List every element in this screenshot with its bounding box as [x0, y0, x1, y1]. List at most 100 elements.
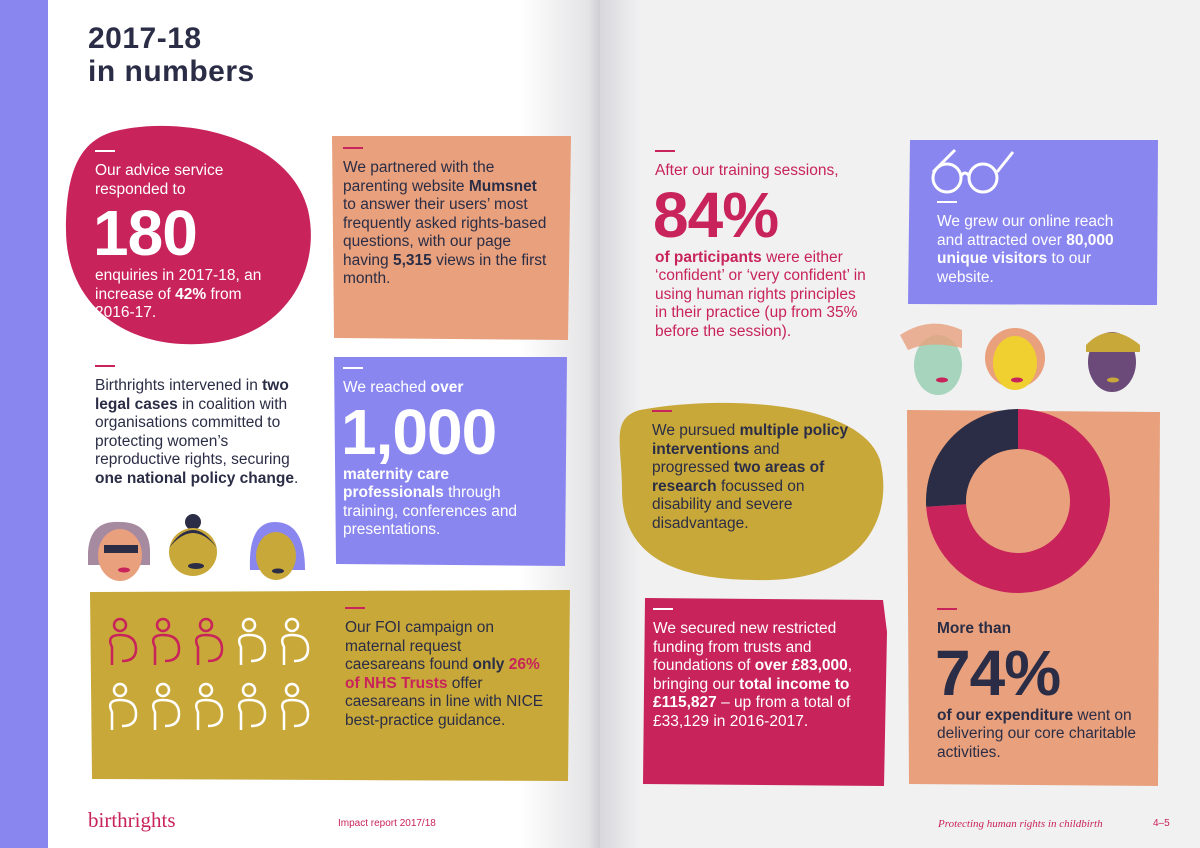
figure-head: [284, 617, 300, 633]
text-run: in coalition with organisations committe…: [95, 395, 290, 469]
figure-icon: [195, 682, 224, 730]
text-run: After our training sessions,: [655, 162, 839, 179]
text-run: focussed on disability and severe disadv…: [652, 477, 805, 532]
text-run: were either ‘confident’ or ‘very confide…: [655, 248, 866, 340]
text-run: Our FOI campaign on maternal request cae…: [345, 619, 495, 673]
dash: [655, 150, 675, 152]
reach-text: We reached over 1,000 maternity care profe…: [341, 367, 533, 540]
faces-right: [900, 323, 1140, 395]
body: of participants were either ‘confident’ …: [655, 249, 870, 342]
footer-pages: 4–5: [1153, 818, 1170, 829]
foi-figures: [109, 617, 310, 730]
figure-head: [284, 682, 300, 698]
intro: After our training sessions,: [655, 162, 870, 181]
figure-head: [198, 617, 214, 633]
expenditure-donut: [926, 409, 1110, 594]
figure-icon: [109, 682, 138, 730]
text-run: We partnered with the parenting website: [343, 159, 495, 195]
figure-icon: [109, 617, 138, 665]
text-run: and progressed: [652, 440, 780, 477]
body: We grew our online reach and attracted o…: [937, 213, 1137, 287]
figure-body: [195, 698, 224, 730]
text-run: .: [293, 469, 299, 487]
figure-head: [112, 682, 128, 698]
dash: [343, 147, 363, 149]
figure-head: [155, 617, 171, 633]
text-run: Birthrights intervened in: [95, 377, 263, 394]
dash: [343, 367, 363, 369]
figure-icon: [238, 617, 267, 665]
legal-text: Birthrights intervened in two legal case…: [95, 365, 317, 488]
text-run: of participants: [655, 248, 762, 266]
text-run: We pursued: [652, 422, 740, 439]
logo: birthrights: [88, 808, 176, 832]
text-run: More than: [937, 620, 1012, 637]
text-run: two legal cases: [95, 377, 289, 413]
figure-icon: [281, 617, 310, 665]
expenditure-text: More than 74% of our expenditure went on d…: [935, 608, 1147, 762]
text-run: We grew our online reach and attracted o…: [937, 213, 1114, 249]
foi-panel: [90, 590, 570, 781]
figure-icon: [152, 682, 181, 730]
figure-body: [281, 633, 310, 665]
funding-panel: [643, 598, 887, 786]
figure-head: [198, 682, 214, 698]
dash: [653, 608, 673, 610]
funding-text: We secured new restricted funding from t…: [653, 608, 875, 731]
body: We pursued multiple policy interventions…: [652, 422, 852, 533]
body: Our FOI campaign on maternal request cae…: [345, 619, 545, 730]
foi-text: Our FOI campaign on maternal request cae…: [345, 607, 545, 730]
figure: 84%: [653, 178, 779, 251]
body: Birthrights intervened in two legal case…: [95, 377, 317, 488]
figure: 74%: [935, 636, 1061, 709]
text-run: views in the first month.: [343, 251, 547, 288]
text-run: over £83,000: [754, 657, 848, 674]
page-title: 2017-18 in numbers: [88, 22, 255, 88]
text-run: – up from a total of £33,129 in 2016-201…: [653, 694, 851, 730]
text-run: We reached: [343, 379, 431, 396]
dash: [345, 607, 365, 609]
glasses-icon: [931, 148, 1015, 194]
dash: [95, 150, 115, 152]
text-run: over: [430, 379, 464, 396]
text-run: to answer their users’ most frequently a…: [343, 196, 547, 269]
body: maternity care professionals through tra…: [343, 466, 533, 540]
text-run: two areas of research: [652, 459, 825, 495]
text-run: only: [472, 656, 505, 673]
figure-body: [109, 633, 138, 665]
title-line: in numbers: [88, 55, 255, 88]
intro: Our advice service responded to: [95, 162, 270, 199]
policy-blob: [619, 402, 884, 581]
text-run: multiple policy interventions: [652, 422, 849, 458]
figure-body: [195, 633, 224, 665]
figure-head: [155, 682, 171, 698]
text-run: one national policy change: [95, 469, 294, 487]
text-run: from 2016-17.: [95, 285, 242, 322]
figure-head: [112, 617, 128, 633]
text-run: maternity care professionals: [343, 465, 449, 502]
text-run: of our expenditure: [937, 706, 1074, 724]
text-run: 80,000 unique visitors: [937, 231, 1114, 268]
text-run: to our website.: [937, 250, 1092, 286]
text-run: enquiries in 2017-18, an increase of: [95, 267, 262, 303]
donut-segment: [926, 409, 1018, 507]
dash: [95, 365, 115, 367]
side-strip: [0, 0, 48, 848]
faces-left: [88, 514, 305, 581]
figure-body: [238, 633, 267, 665]
body: enquiries in 2017-18, an increase of 42%…: [95, 267, 270, 323]
body: We partnered with the parenting website …: [343, 159, 553, 289]
text-run: Mumsnet: [468, 177, 537, 195]
figure-icon: [281, 682, 310, 730]
figure-icon: [152, 617, 181, 665]
advice-blob: [66, 125, 311, 345]
footer-report: Impact report 2017/18: [338, 818, 436, 829]
advice-text: Our advice service responded to 180 enquir…: [93, 150, 270, 323]
text-run: through training, conferences and presen…: [343, 484, 518, 538]
body: We secured new restricted funding from t…: [653, 620, 875, 731]
figure-body: [109, 698, 138, 730]
figure-icon: [238, 682, 267, 730]
donut-segment: [926, 409, 1110, 594]
